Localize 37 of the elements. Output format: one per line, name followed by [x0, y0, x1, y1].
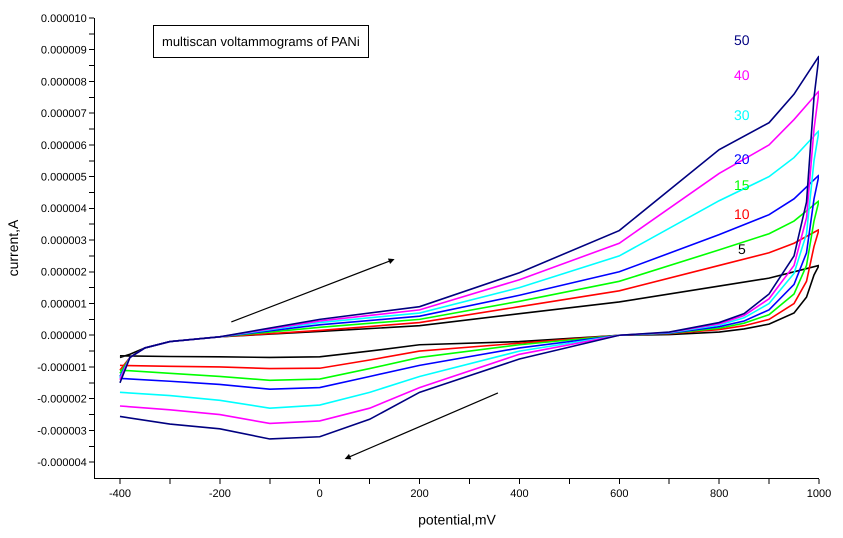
line-series [119, 264, 819, 358]
y-tick-label: -0.000001 [37, 362, 87, 374]
text: 10 [734, 206, 750, 222]
x-tick-label: -200 [208, 488, 231, 500]
y-tick-label: 0.000000 [40, 330, 87, 342]
line-series [119, 228, 819, 371]
x-tick-label: 400 [510, 488, 529, 500]
text: 30 [734, 107, 750, 123]
y-tick-label: 0.000003 [40, 234, 87, 247]
y-tick-label: 0.000009 [40, 44, 87, 57]
line-series [119, 174, 819, 390]
line-series [119, 200, 819, 382]
x-axis-title: potential,mV [418, 512, 497, 528]
y-tick-label: 0.000007 [40, 108, 87, 120]
y-tick-label: 0.000001 [40, 298, 87, 310]
x-tick-label: -400 [108, 488, 131, 500]
y-tick-label: 0.000008 [40, 76, 87, 88]
x-tick-label: 0 [316, 488, 323, 500]
y-axis-title: current,A [4, 218, 21, 276]
y-tick-label: 0.000010 [40, 12, 87, 25]
text: 50 [734, 32, 750, 48]
annotation: multiscan voltammograms of PANi [162, 34, 360, 49]
series-label: 5 [738, 241, 746, 257]
y-tick-label: -0.000004 [37, 456, 87, 469]
y-tick-label: 0.000005 [40, 171, 87, 184]
y-tick-label: -0.000003 [37, 425, 87, 438]
x-tick-label: 800 [710, 488, 728, 500]
line-series [119, 130, 819, 410]
y-tick-label: 0.000006 [40, 140, 87, 152]
x-tick-label: 200 [410, 488, 429, 500]
text: 15 [734, 177, 750, 193]
y-tick-label: -0.000002 [37, 394, 87, 406]
y-tick-label: 0.000002 [40, 266, 87, 279]
x-tick-label: 600 [610, 488, 628, 500]
x-tick-label: 1000 [806, 488, 832, 500]
text: 40 [734, 67, 750, 83]
y-tick-label: 0.000004 [40, 203, 87, 216]
